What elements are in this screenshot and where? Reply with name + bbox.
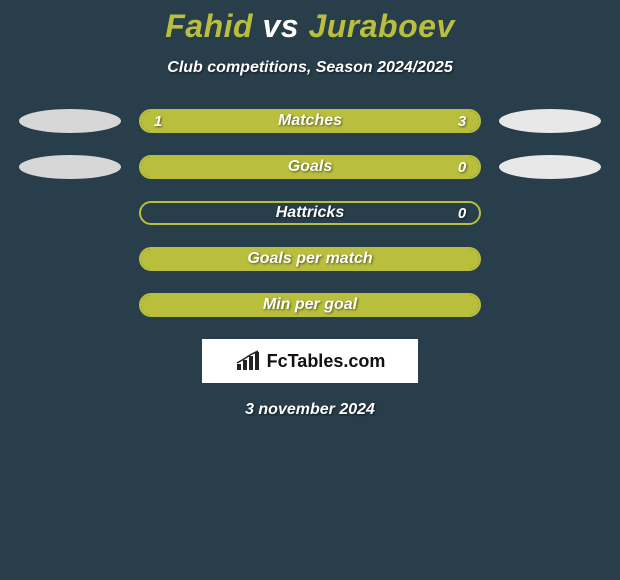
stat-row: 13Matches (0, 109, 620, 133)
stats-rows: 13Matches 0Goals 0Hattricks Goals per match… (0, 109, 620, 317)
bar-fill-left (141, 111, 226, 131)
left-badge (19, 109, 121, 133)
stat-label: Hattricks (141, 203, 479, 223)
stat-bar: 0Hattricks (139, 201, 481, 225)
logo-box: FcTables.com (202, 339, 418, 383)
stat-row: Min per goal (0, 293, 620, 317)
left-badge (19, 155, 121, 179)
barchart-icon (235, 350, 261, 372)
player2-name: Juraboev (308, 8, 454, 44)
subtitle: Club competitions, Season 2024/2025 (167, 59, 452, 77)
player1-name: Fahid (165, 8, 253, 44)
stat-row: 0Hattricks (0, 201, 620, 225)
stat-bar: Min per goal (139, 293, 481, 317)
stat-bar: Goals per match (139, 247, 481, 271)
stat-row: Goals per match (0, 247, 620, 271)
right-badge (499, 109, 601, 133)
logo-text: FcTables.com (267, 351, 386, 372)
right-badge (499, 155, 601, 179)
right-value: 0 (445, 203, 479, 223)
stat-row: 0Goals (0, 155, 620, 179)
bar-fill-left (141, 295, 479, 315)
bar-fill-right (226, 111, 480, 131)
vs-text: vs (262, 8, 299, 44)
bar-fill-left (141, 157, 479, 177)
stat-bar: 13Matches (139, 109, 481, 133)
bar-fill-left (141, 249, 479, 269)
stat-bar: 0Goals (139, 155, 481, 179)
date-text: 3 november 2024 (245, 401, 375, 419)
infographic-root: Fahid vs Juraboev Club competitions, Sea… (0, 0, 620, 419)
page-title: Fahid vs Juraboev (165, 8, 454, 45)
